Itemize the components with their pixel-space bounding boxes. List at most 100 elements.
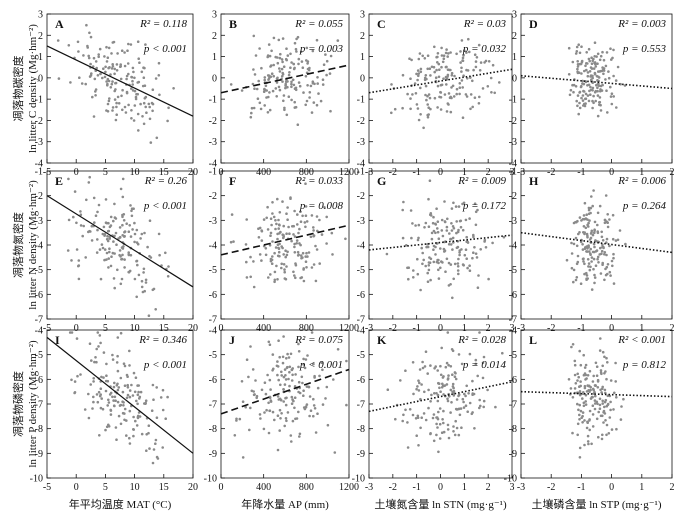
data-point — [154, 308, 157, 311]
data-point — [284, 255, 288, 259]
data-point — [286, 80, 289, 83]
data-point — [293, 406, 296, 410]
data-point — [167, 106, 170, 110]
data-point — [107, 79, 111, 83]
data-point — [133, 277, 137, 281]
panel-label: C — [377, 17, 386, 31]
data-point — [440, 386, 444, 389]
y-tick-label: -7 — [509, 315, 517, 326]
data-point — [127, 72, 130, 76]
data-point — [422, 126, 425, 130]
x-tick-label: 20 — [188, 482, 198, 493]
data-point — [301, 214, 304, 218]
data-point — [439, 364, 442, 368]
data-point — [121, 88, 124, 92]
data-point — [474, 210, 478, 214]
data-point — [576, 67, 579, 71]
data-point — [447, 436, 451, 440]
data-point — [308, 91, 312, 94]
data-point — [84, 256, 87, 259]
data-point — [603, 388, 607, 392]
y-tick-label: -10 — [204, 474, 217, 485]
data-point — [574, 85, 578, 88]
data-point — [409, 77, 412, 80]
data-point — [284, 374, 287, 377]
p-value-label: p = 0.014 — [462, 359, 507, 371]
data-point — [578, 418, 581, 421]
data-point — [118, 249, 122, 252]
x-tick-label: 0 — [438, 323, 443, 334]
data-point — [267, 43, 271, 46]
data-point — [473, 96, 477, 99]
y-tick-label: 1 — [512, 52, 517, 63]
data-point — [420, 416, 424, 420]
panel-label: F — [229, 174, 236, 188]
data-point — [568, 93, 572, 97]
data-point — [299, 220, 303, 223]
x-tick-label: -5 — [43, 482, 51, 493]
data-point — [277, 85, 281, 89]
x-tick-label: 800 — [299, 167, 314, 178]
data-point — [426, 54, 430, 57]
data-point — [281, 200, 284, 203]
data-point — [419, 288, 422, 292]
data-point — [232, 240, 235, 243]
data-point — [273, 251, 276, 255]
x-tick-label: -2 — [389, 167, 397, 178]
data-point — [592, 388, 595, 392]
data-point — [437, 450, 440, 454]
data-point — [571, 396, 575, 399]
data-point — [468, 269, 472, 273]
data-point — [281, 80, 284, 83]
data-point — [116, 354, 119, 358]
data-point — [603, 278, 606, 282]
data-point — [476, 208, 479, 212]
data-point — [316, 412, 319, 416]
data-point — [616, 65, 620, 69]
data-point — [587, 57, 591, 61]
data-point — [312, 397, 315, 401]
data-point — [572, 268, 576, 272]
data-point — [457, 433, 461, 437]
y-axis-title: ln litter N density (Mg·hm⁻²) — [27, 180, 39, 310]
data-point — [462, 74, 465, 77]
data-point — [146, 245, 149, 249]
data-point — [445, 383, 449, 386]
data-point — [106, 82, 109, 86]
data-point — [304, 358, 308, 361]
data-point — [282, 99, 285, 103]
x-tick-label: 800 — [299, 482, 314, 493]
y-tick-label: 1 — [360, 52, 365, 63]
data-point — [286, 352, 289, 356]
data-point — [317, 92, 320, 95]
data-point — [599, 246, 602, 250]
x-tick-label: -3 — [517, 482, 525, 493]
data-point — [593, 402, 597, 405]
data-point — [249, 275, 252, 279]
panel-frame-h — [520, 170, 673, 320]
data-point — [336, 348, 340, 351]
data-point — [310, 111, 314, 114]
data-point — [129, 235, 133, 238]
data-point — [447, 68, 451, 72]
data-point — [416, 78, 419, 82]
data-point — [105, 60, 109, 63]
data-point — [135, 424, 139, 427]
data-point — [410, 58, 413, 62]
data-point — [312, 263, 316, 266]
data-point — [270, 223, 273, 227]
data-point — [465, 235, 469, 239]
data-point — [606, 402, 610, 406]
data-point — [581, 248, 585, 251]
p-value-label: p = 0.812 — [622, 359, 667, 371]
data-point — [459, 225, 463, 229]
data-point — [412, 276, 415, 279]
y-tick-label: 3 — [212, 10, 217, 21]
data-point — [136, 402, 139, 406]
data-point — [320, 233, 324, 236]
panel-frame-j — [220, 329, 350, 479]
x-tick-label: -2 — [389, 482, 397, 493]
data-point — [251, 368, 255, 371]
data-point — [584, 64, 587, 68]
